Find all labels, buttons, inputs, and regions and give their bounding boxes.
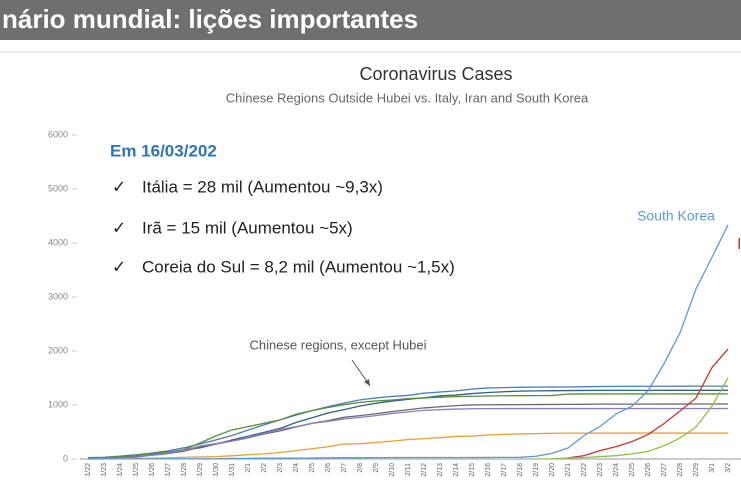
x-tick-label: 1/29 — [197, 463, 204, 477]
x-tick-label: 2/15 — [469, 463, 476, 477]
series-line — [87, 393, 729, 460]
x-tick-label: 2/12 — [421, 463, 428, 477]
x-tick-label: 2/26 — [645, 463, 652, 477]
x-tick-label: 2/28 — [677, 463, 684, 477]
series-line — [535, 377, 729, 460]
x-tick-label: 2/10 — [389, 463, 396, 477]
series-line — [87, 403, 728, 460]
x-tick-label: 1/24 — [117, 463, 124, 477]
x-tick-label: 2/24 — [613, 463, 620, 477]
x-tick-label: 1/25 — [133, 463, 140, 477]
x-tick-label: 2/9 — [373, 463, 380, 473]
note-item: Coreia do Sul = 8,2 mil (Aumentou ~1,5x) — [142, 257, 455, 276]
series-line — [87, 432, 728, 460]
note-heading: Em 16/03/202 — [110, 141, 217, 160]
note-item: Itália = 28 mil (Aumentou ~9,3x) — [142, 177, 383, 196]
plot: 0 1000 2000 3000 4000 5000 6000 1/22 1/23 1/24 1/2… — [48, 129, 741, 477]
x-tick-label: 2/27 — [661, 463, 668, 477]
note-box: Em 16/03/202 ✓ Itália = 28 mil (Aumentou… — [110, 141, 455, 276]
x-tick-label: 2/29 — [693, 463, 700, 477]
x-tick-label: 1/28 — [181, 463, 188, 477]
x-tick-label: 3/2 — [725, 463, 732, 473]
y-tick-label: 0 — [63, 453, 68, 463]
x-tick-label: 2/8 — [357, 463, 364, 473]
x-tick-label: 1/26 — [149, 463, 156, 477]
x-tick-label: 1/27 — [165, 463, 172, 477]
x-tick-label: 2/2 — [261, 463, 268, 473]
chart-title: Coronavirus Cases — [359, 64, 512, 84]
series-line — [87, 385, 729, 459]
x-tick-label: 2/17 — [501, 463, 508, 477]
annotation: Chinese regions, except Hubei — [249, 337, 426, 352]
x-tick-label: 2/20 — [549, 463, 556, 477]
note-item: Irã = 15 mil (Aumentou ~5x) — [142, 218, 353, 237]
x-tick-label: 1/31 — [229, 463, 236, 477]
x-tick-label: 2/3 — [277, 463, 284, 473]
x-tick-label: 2/14 — [453, 463, 460, 477]
x-tick-label: 2/5 — [309, 463, 316, 473]
x-tick-label: 2/18 — [517, 463, 524, 477]
y-tick-label: 3000 — [48, 291, 68, 301]
y-tick-label: 6000 — [48, 129, 68, 139]
series-line — [87, 407, 728, 460]
x-tick-label: 2/22 — [581, 463, 588, 477]
annotation: I — [737, 236, 741, 253]
x-tick-label: 2/21 — [565, 463, 572, 477]
x-tick-label: 2/7 — [341, 463, 348, 473]
x-tick-label: 1/23 — [101, 463, 108, 477]
x-tick-label: 1/22 — [85, 463, 92, 477]
x-tick-label: 2/6 — [325, 463, 332, 473]
annotation: South Korea — [637, 208, 715, 224]
x-tick-label: 2/25 — [629, 463, 636, 477]
x-tick-label: 2/4 — [293, 463, 300, 473]
chart-subtitle: Chinese Regions Outside Hubei vs. Italy,… — [226, 90, 589, 105]
series-line — [567, 348, 729, 459]
x-tick-label: 2/1 — [245, 463, 252, 473]
header-title: nário mundial: lições importantes — [2, 4, 418, 34]
header-bar — [0, 0, 741, 40]
x-tick-label: 2/16 — [485, 463, 492, 477]
y-tick-label: 5000 — [48, 183, 68, 193]
check-icon: ✓ — [112, 218, 126, 237]
x-tick-label: 2/11 — [405, 463, 412, 476]
y-tick-label: 4000 — [48, 237, 68, 247]
y-tick-label: 2000 — [48, 345, 68, 355]
series-line — [88, 224, 729, 460]
check-icon: ✓ — [112, 177, 126, 196]
x-tick-label: 1/30 — [213, 463, 220, 477]
x-tick-label: 2/19 — [533, 463, 540, 477]
check-icon: ✓ — [112, 257, 126, 276]
arrow-head — [364, 379, 370, 386]
x-tick-label: 2/13 — [437, 463, 444, 477]
y-tick-label: 1000 — [48, 399, 68, 409]
x-tick-label: 3/1 — [709, 463, 716, 473]
x-tick-label: 2/23 — [597, 463, 604, 477]
